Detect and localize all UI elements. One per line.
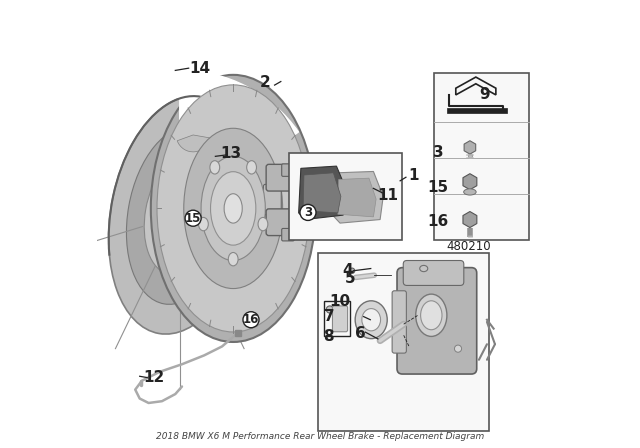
Wedge shape [180, 65, 292, 215]
Text: 10: 10 [330, 294, 351, 310]
FancyBboxPatch shape [282, 228, 294, 241]
FancyBboxPatch shape [332, 306, 348, 332]
Wedge shape [177, 135, 210, 152]
Text: 12: 12 [144, 370, 165, 385]
Ellipse shape [160, 182, 199, 248]
Wedge shape [169, 135, 218, 161]
Ellipse shape [109, 96, 251, 334]
Circle shape [185, 210, 201, 226]
FancyBboxPatch shape [397, 267, 477, 374]
Ellipse shape [326, 306, 333, 313]
Ellipse shape [246, 161, 257, 174]
Ellipse shape [420, 265, 428, 271]
Text: 3: 3 [433, 145, 444, 160]
Ellipse shape [212, 220, 230, 240]
Polygon shape [338, 178, 376, 217]
FancyBboxPatch shape [291, 187, 306, 212]
Text: 8: 8 [324, 329, 334, 344]
FancyBboxPatch shape [433, 73, 529, 240]
Text: 16: 16 [243, 313, 259, 326]
Text: 11: 11 [378, 188, 399, 202]
Circle shape [300, 204, 316, 220]
Ellipse shape [420, 301, 442, 330]
Polygon shape [463, 211, 477, 228]
Polygon shape [333, 172, 383, 223]
Ellipse shape [454, 345, 461, 352]
Polygon shape [299, 166, 348, 220]
Ellipse shape [362, 309, 381, 331]
Text: 13: 13 [220, 146, 241, 161]
Ellipse shape [184, 128, 283, 289]
FancyBboxPatch shape [392, 291, 406, 353]
Text: 15: 15 [185, 212, 202, 225]
Wedge shape [180, 70, 298, 215]
FancyBboxPatch shape [266, 209, 307, 236]
Ellipse shape [210, 161, 220, 174]
Ellipse shape [201, 156, 266, 260]
FancyBboxPatch shape [403, 260, 464, 285]
Ellipse shape [157, 85, 309, 332]
Text: 2: 2 [259, 75, 270, 90]
Polygon shape [303, 173, 341, 213]
Ellipse shape [211, 172, 256, 245]
Ellipse shape [151, 75, 316, 342]
Ellipse shape [258, 217, 268, 231]
Ellipse shape [349, 268, 355, 273]
Circle shape [243, 312, 259, 328]
FancyBboxPatch shape [266, 164, 307, 191]
FancyBboxPatch shape [264, 185, 281, 215]
Ellipse shape [228, 253, 238, 266]
Text: 2018 BMW X6 M Performance Rear Wheel Brake - Replacement Diagram: 2018 BMW X6 M Performance Rear Wheel Bra… [156, 432, 484, 441]
FancyBboxPatch shape [282, 164, 294, 177]
Polygon shape [447, 108, 507, 113]
Text: 3: 3 [304, 206, 312, 219]
Text: 7: 7 [324, 309, 334, 324]
Ellipse shape [224, 194, 243, 223]
Text: 14: 14 [189, 60, 211, 76]
Text: 15: 15 [428, 180, 449, 195]
Text: 480210: 480210 [447, 240, 492, 253]
Text: 9: 9 [479, 87, 490, 103]
Text: 4: 4 [342, 263, 353, 278]
Text: 5: 5 [345, 271, 356, 286]
FancyBboxPatch shape [289, 153, 403, 240]
Ellipse shape [127, 126, 233, 304]
Polygon shape [463, 174, 477, 190]
Ellipse shape [355, 301, 387, 339]
Text: 1: 1 [408, 168, 419, 182]
Text: 6: 6 [355, 327, 365, 341]
Ellipse shape [198, 217, 208, 231]
FancyBboxPatch shape [318, 253, 489, 431]
Ellipse shape [416, 294, 447, 336]
Text: 16: 16 [428, 214, 449, 229]
Polygon shape [464, 141, 476, 154]
Ellipse shape [144, 155, 215, 275]
Ellipse shape [463, 189, 476, 195]
